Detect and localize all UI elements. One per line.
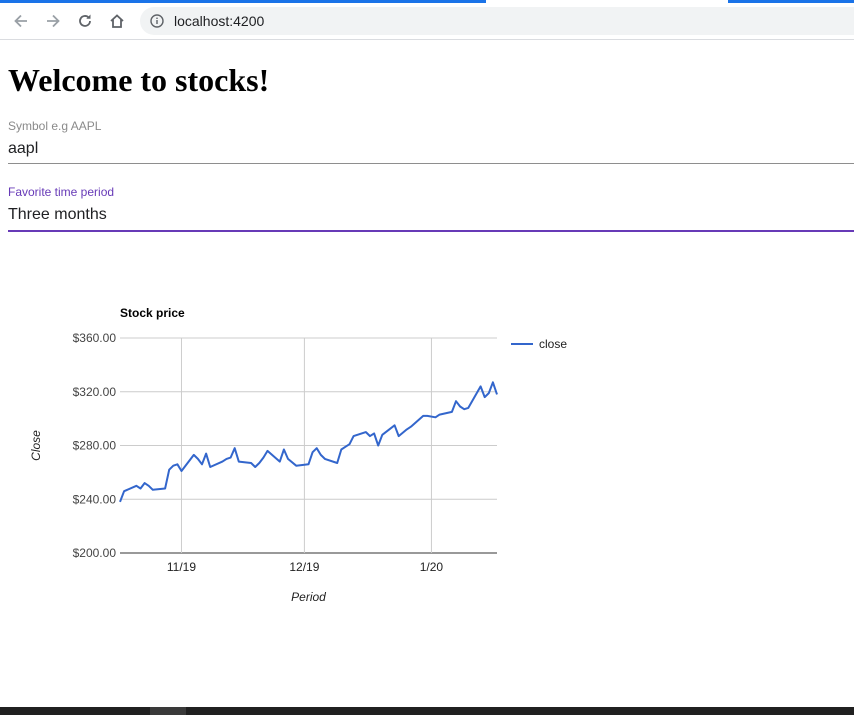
x-tick-label: 11/19 <box>167 560 196 574</box>
info-icon[interactable] <box>150 14 164 28</box>
back-arrow-icon[interactable] <box>9 9 33 33</box>
stock-price-chart: $200.00 $240.00 $280.00 $320.00 $360.00 11/19… <box>29 306 567 604</box>
legend-label-close: close <box>539 337 567 351</box>
symbol-label: Symbol e.g AAPL <box>8 119 102 133</box>
x-tick-label: 1/20 <box>420 560 444 574</box>
symbol-input[interactable]: aapl <box>8 140 39 157</box>
y-tick-label: $240.00 <box>73 492 117 506</box>
y-tick-label: $200.00 <box>73 546 117 560</box>
period-label: Favorite time period <box>8 185 115 199</box>
y-tick-label: $280.00 <box>73 439 117 453</box>
address-bar[interactable]: localhost:4200 <box>140 7 854 35</box>
x-tick-label: 12/19 <box>289 560 319 574</box>
y-tick-label: $360.00 <box>73 331 117 345</box>
taskbar <box>0 707 854 715</box>
x-axis-title: Period <box>291 590 326 604</box>
forward-arrow-icon[interactable] <box>41 9 65 33</box>
series-line-close <box>119 381 498 503</box>
url-text: localhost:4200 <box>174 13 265 29</box>
browser-toolbar: localhost:4200 <box>0 3 854 40</box>
y-tick-label: $320.00 <box>73 385 117 399</box>
y-axis-title: Close <box>29 430 43 461</box>
period-underline <box>8 230 854 232</box>
symbol-field[interactable]: Symbol e.g AAPL aapl <box>8 119 854 165</box>
reload-icon[interactable] <box>73 9 97 33</box>
period-value[interactable]: Three months <box>8 206 107 223</box>
chart-title: Stock price <box>120 306 185 320</box>
page-title: Welcome to stocks! <box>8 62 270 98</box>
symbol-underline <box>8 163 854 164</box>
tab-strip <box>0 0 854 3</box>
period-select[interactable]: Favorite time period Three months <box>8 185 854 233</box>
home-icon[interactable] <box>105 9 129 33</box>
